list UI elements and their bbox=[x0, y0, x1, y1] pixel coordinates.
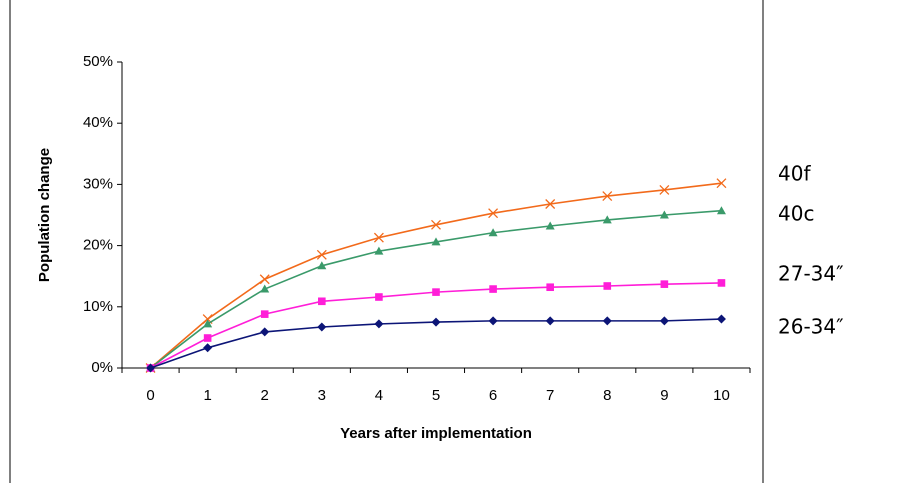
marker bbox=[602, 191, 613, 201]
marker bbox=[716, 178, 727, 189]
marker bbox=[488, 208, 499, 219]
marker bbox=[603, 282, 612, 290]
marker bbox=[545, 199, 556, 209]
x-tick-label: 5 bbox=[432, 387, 440, 404]
marker bbox=[317, 261, 327, 270]
marker bbox=[260, 310, 269, 318]
x-tick-label: 9 bbox=[660, 387, 668, 404]
y-tick-label: 30% bbox=[83, 175, 113, 192]
marker bbox=[602, 215, 612, 224]
marker bbox=[545, 316, 555, 326]
x-tick-label: 4 bbox=[375, 387, 383, 404]
marker bbox=[546, 283, 554, 292]
y-axis-title: Population change bbox=[36, 148, 53, 282]
y-tick-label: 20% bbox=[83, 237, 113, 254]
marker bbox=[374, 319, 384, 329]
marker bbox=[489, 285, 497, 293]
marker bbox=[203, 343, 213, 353]
marker bbox=[318, 297, 326, 306]
x-tick-label: 10 bbox=[713, 387, 730, 404]
x-tick-label: 0 bbox=[146, 387, 154, 404]
marker bbox=[660, 280, 669, 288]
series-label: 26-34″ bbox=[778, 315, 844, 339]
series-label: 40c bbox=[778, 202, 814, 226]
x-tick-label: 6 bbox=[489, 387, 497, 404]
marker bbox=[716, 314, 726, 324]
marker bbox=[659, 316, 669, 326]
marker bbox=[260, 284, 270, 293]
marker bbox=[374, 246, 384, 255]
marker bbox=[203, 319, 213, 328]
marker bbox=[373, 232, 384, 243]
y-tick-label: 10% bbox=[83, 298, 113, 315]
marker bbox=[431, 317, 441, 327]
marker bbox=[260, 327, 270, 337]
x-tick-label: 3 bbox=[318, 387, 326, 404]
marker bbox=[146, 363, 156, 373]
series-label: 40f bbox=[778, 162, 811, 186]
marker bbox=[717, 279, 726, 287]
marker bbox=[659, 184, 670, 195]
x-tick-label: 1 bbox=[203, 387, 211, 404]
marker bbox=[431, 237, 441, 246]
marker bbox=[317, 322, 327, 332]
series-label: 27-34″ bbox=[778, 262, 844, 286]
x-tick-label: 7 bbox=[546, 387, 554, 404]
marker bbox=[488, 316, 498, 326]
y-tick-label: 0% bbox=[91, 359, 113, 376]
marker bbox=[431, 219, 441, 230]
marker bbox=[203, 334, 212, 342]
marker bbox=[716, 206, 726, 215]
marker bbox=[375, 293, 383, 301]
x-tick-label: 2 bbox=[261, 387, 269, 404]
y-tick-label: 50% bbox=[83, 53, 113, 70]
marker bbox=[488, 228, 498, 237]
marker bbox=[659, 210, 669, 219]
x-tick-label: 8 bbox=[603, 387, 611, 404]
marker bbox=[432, 288, 440, 296]
marker bbox=[316, 249, 327, 260]
x-axis-title: Years after implementation bbox=[340, 425, 532, 442]
marker bbox=[602, 316, 612, 326]
marker bbox=[259, 274, 270, 285]
y-tick-label: 40% bbox=[83, 114, 113, 131]
marker bbox=[545, 221, 555, 230]
